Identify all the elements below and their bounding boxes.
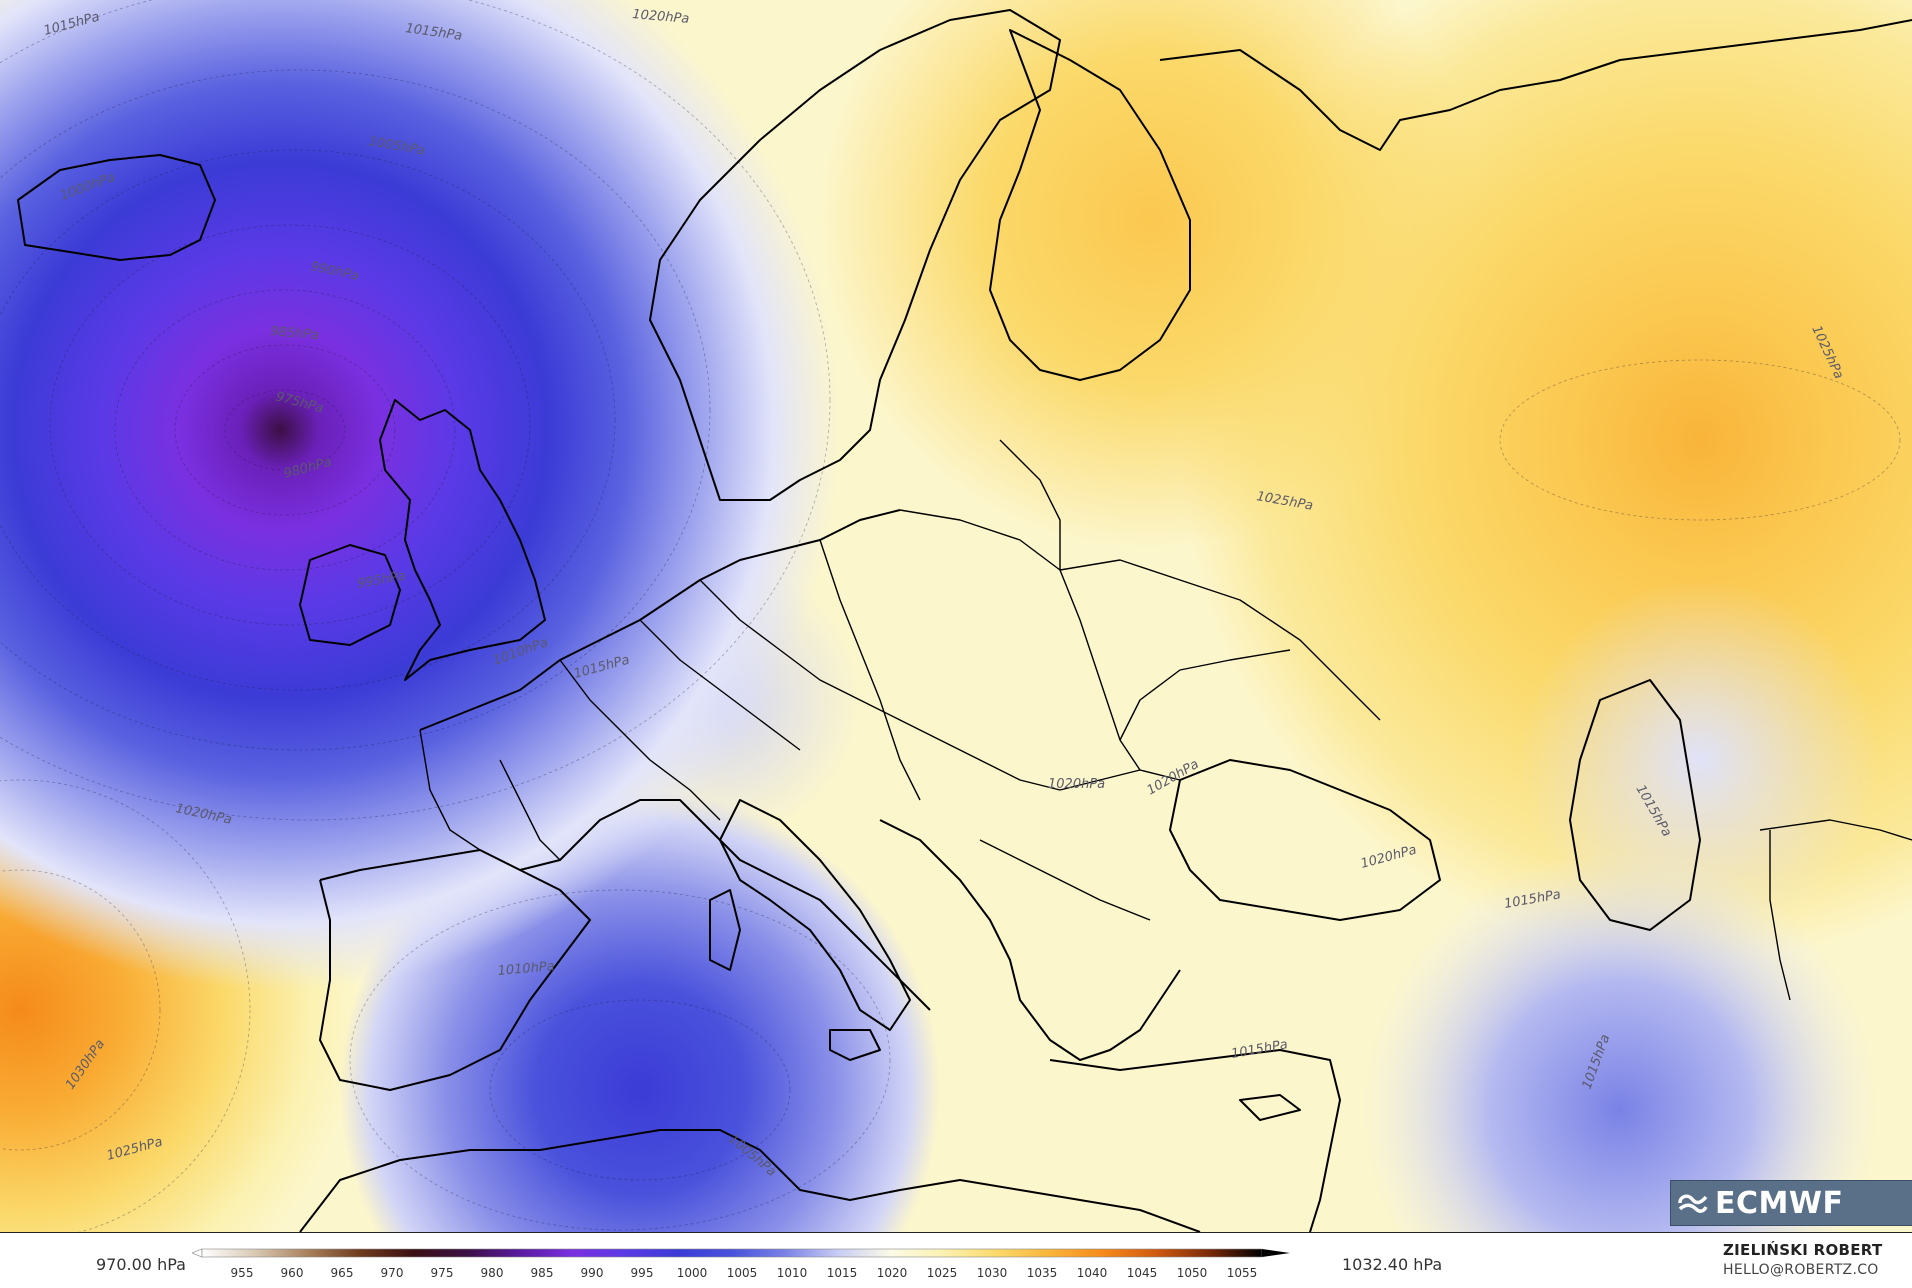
- colorbar-tick-label: 1005: [727, 1266, 758, 1280]
- colorbar-tick-label: 985: [531, 1266, 554, 1280]
- colorbar-tick-label: 1000: [677, 1266, 708, 1280]
- colorbar-tick-label: 1040: [1077, 1266, 1108, 1280]
- colorbar-tick-label: 965: [331, 1266, 354, 1280]
- colorbar-gradient: [202, 1249, 1262, 1257]
- colorbar-tick-label: 1030: [977, 1266, 1008, 1280]
- colorbar-tick-label: 990: [581, 1266, 604, 1280]
- colorbar-tick-label: 1010: [777, 1266, 808, 1280]
- colorbar-tick-label: 1055: [1227, 1266, 1258, 1280]
- colorbar-tick-label: 995: [631, 1266, 654, 1280]
- author-name: ZIELIŃSKI ROBERT: [1723, 1241, 1908, 1259]
- colorbar: 955 960 965 970 975 980 985 990 995 1000 1005 1010 1…: [192, 1247, 1322, 1287]
- author-credit: ZIELIŃSKI ROBERT HELLO@ROBERTZ.CO: [1723, 1241, 1908, 1278]
- legend-footer: 970.00 hPa 955 960 965 970 975 980 985 990 995 10…: [0, 1232, 1912, 1288]
- colorbar-tick-label: 980: [481, 1266, 504, 1280]
- colorbar-tick-label: 1035: [1027, 1266, 1058, 1280]
- colorbar-tick-label: 1020: [877, 1266, 908, 1280]
- colorbar-tick-label: 960: [281, 1266, 304, 1280]
- colorbar-tick-label: 1025: [927, 1266, 958, 1280]
- colorbar-tick-label: 1015: [827, 1266, 858, 1280]
- colorbar-tick-label: 975: [431, 1266, 454, 1280]
- colorbar-min-extend: [192, 1249, 202, 1257]
- isobar-label: 1020hPa: [1048, 777, 1105, 792]
- colorbar-tick-label: 970: [381, 1266, 404, 1280]
- legend-min-label: 970.00 hPa: [96, 1255, 186, 1274]
- low-pressure-atlantic: [0, 0, 1912, 1232]
- legend-max-label: 1032.40 hPa: [1342, 1255, 1442, 1274]
- pressure-map: 1015hPa 1015hPa 1020hPa 1005hPa 1000hPa …: [0, 0, 1912, 1232]
- colorbar-tick-label: 955: [231, 1266, 254, 1280]
- ecmwf-logo-icon: [1671, 1181, 1715, 1225]
- colorbar-tick-label: 1045: [1127, 1266, 1158, 1280]
- colorbar-max-extend: [1262, 1249, 1290, 1257]
- ecmwf-logo-text: ECMWF: [1715, 1186, 1843, 1221]
- colorbar-tick-label: 1050: [1177, 1266, 1208, 1280]
- ecmwf-logo: ECMWF: [1670, 1180, 1912, 1226]
- author-email: HELLO@ROBERTZ.CO: [1723, 1262, 1908, 1278]
